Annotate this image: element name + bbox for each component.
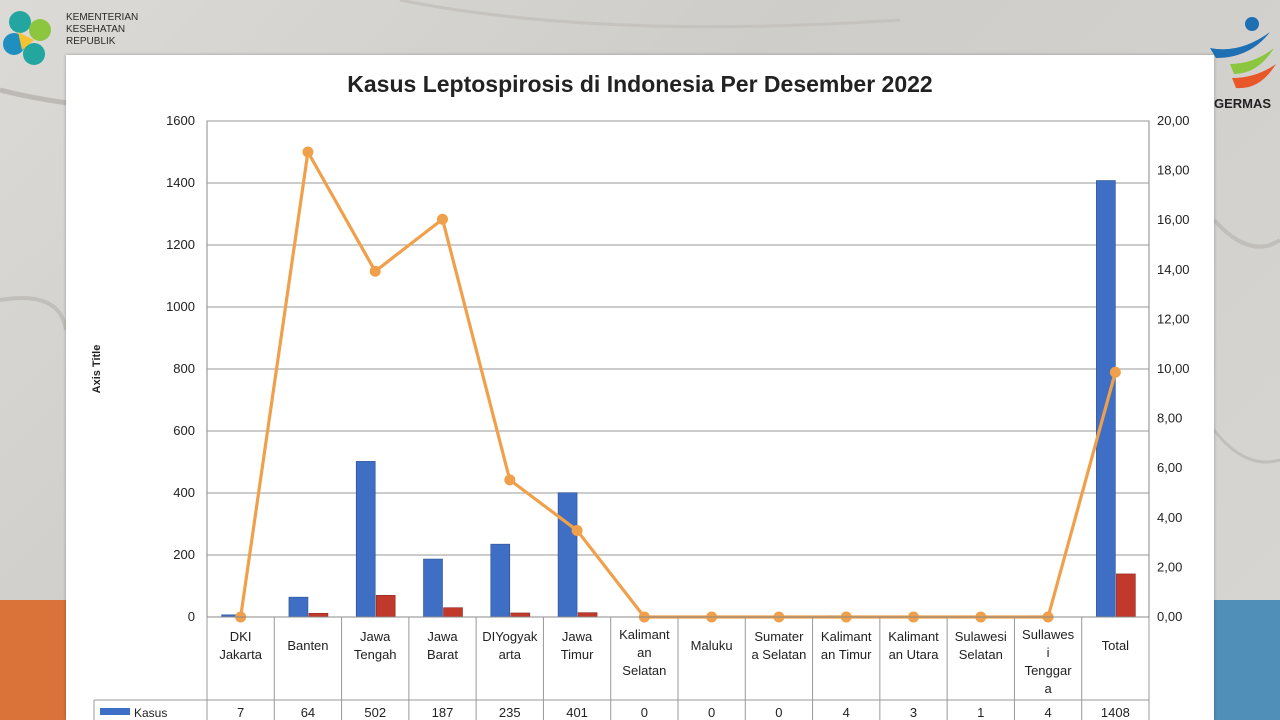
y-tick-label: 1000 — [166, 299, 195, 314]
category-label: Tenggar — [1025, 663, 1073, 678]
y2-tick-label: 6,00 — [1157, 460, 1182, 475]
y-tick-label: 0 — [188, 609, 195, 624]
second-bar — [443, 607, 463, 618]
category-label: Jawa — [427, 629, 458, 644]
rate-point — [1109, 366, 1121, 378]
table-value: 4 — [843, 705, 850, 720]
table-value: 64 — [301, 705, 315, 720]
y2-tick-label: 12,00 — [1157, 311, 1190, 326]
table-value: 4 — [1044, 705, 1051, 720]
rate-point — [302, 146, 314, 158]
category-label: an Utara — [889, 647, 940, 662]
category-label: Timur — [561, 647, 594, 662]
table-row-label: Kasus — [134, 706, 167, 720]
category-label: Selatan — [959, 647, 1003, 662]
category-label: Barat — [427, 647, 458, 662]
second-bar — [375, 594, 396, 618]
y-tick-label: 800 — [173, 361, 195, 376]
rate-point — [571, 524, 583, 536]
category-label: Kalimant — [888, 629, 939, 644]
category-label: Kalimant — [619, 627, 670, 642]
category-label: arta — [499, 647, 522, 662]
category-label: an Timur — [821, 647, 872, 662]
y-tick-label: 400 — [173, 485, 195, 500]
y-tick-label: 200 — [173, 547, 195, 562]
category-label: Kalimant — [821, 629, 872, 644]
second-bar — [510, 612, 531, 618]
y2-tick-label: 0,00 — [1157, 609, 1182, 624]
category-label: DKI — [230, 629, 252, 644]
second-bar — [577, 612, 598, 618]
kasus-bar — [355, 461, 376, 618]
y-tick-label: 600 — [173, 423, 195, 438]
category-label: Jakarta — [219, 647, 262, 662]
y-tick-label: 1200 — [166, 237, 195, 252]
rate-point — [504, 474, 516, 486]
category-label: a Selatan — [751, 647, 806, 662]
chart-slide: Kasus Leptospirosis di Indonesia Per Des… — [66, 55, 1214, 720]
germas-logo-icon — [1210, 17, 1276, 89]
category-label: Tengah — [354, 647, 397, 662]
germas-label: GERMAS — [1214, 96, 1272, 111]
y2-tick-label: 16,00 — [1157, 212, 1190, 227]
category-label: Jawa — [360, 629, 391, 644]
category-label: Banten — [287, 638, 328, 653]
category-label: Maluku — [691, 638, 733, 653]
table-value: 235 — [499, 705, 521, 720]
table-value: 502 — [364, 705, 386, 720]
kasus-bar — [1096, 180, 1116, 618]
chart-title: Kasus Leptospirosis di Indonesia Per Des… — [347, 71, 933, 97]
ministry-line: REPUBLIK — [66, 36, 116, 47]
category-label: a — [1044, 681, 1052, 696]
category-label: Selatan — [622, 663, 666, 678]
y-axis-title: Axis Title — [91, 345, 103, 394]
category-label: Sulawesi — [955, 629, 1007, 644]
category-label: Total — [1102, 638, 1130, 653]
kasus-bar — [288, 596, 309, 618]
table-value: 187 — [432, 705, 454, 720]
kasus-bar — [423, 558, 443, 618]
y2-tick-label: 20,00 — [1157, 113, 1190, 128]
category-label: DIYogyak — [482, 629, 538, 644]
y2-tick-label: 2,00 — [1157, 559, 1182, 574]
y2-tick-label: 10,00 — [1157, 361, 1190, 376]
decorative-orange-stripe — [0, 600, 66, 720]
second-bar — [1116, 573, 1136, 618]
y-tick-label: 1600 — [166, 113, 195, 128]
kasus-bar — [490, 543, 511, 618]
rate-point — [369, 265, 381, 277]
table-value: 0 — [708, 705, 715, 720]
ministry-logo-icon — [3, 11, 51, 65]
table-value: 401 — [566, 705, 588, 720]
table-value: 0 — [775, 705, 782, 720]
y2-tick-label: 18,00 — [1157, 163, 1190, 178]
ministry-name: KEMENTERIAN KESEHATAN REPUBLIK — [66, 12, 138, 48]
decorative-blue-stripe — [1214, 600, 1280, 720]
table-value: 7 — [237, 705, 244, 720]
leptospirosis-combo-chart: 020040060080010001200140016000,002,004,0… — [91, 113, 1190, 720]
ministry-line: KESEHATAN — [66, 24, 126, 35]
y2-tick-label: 8,00 — [1157, 411, 1182, 426]
category-label: Jawa — [562, 629, 593, 644]
category-label: an — [637, 645, 651, 660]
legend-kasus-swatch — [100, 708, 130, 715]
y2-tick-label: 14,00 — [1157, 262, 1190, 277]
table-value: 0 — [641, 705, 648, 720]
y2-tick-label: 4,00 — [1157, 510, 1182, 525]
table-value: 1 — [977, 705, 984, 720]
y-tick-label: 1400 — [166, 175, 195, 190]
category-label: Sullawes — [1022, 627, 1075, 642]
kasus-bar — [557, 492, 578, 618]
table-value: 3 — [910, 705, 917, 720]
table-value: 1408 — [1101, 705, 1130, 720]
category-label: i — [1047, 645, 1050, 660]
rate-point — [437, 213, 448, 225]
category-label: Sumater — [754, 629, 804, 644]
ministry-line: KEMENTERIAN — [66, 12, 139, 23]
second-bar — [308, 612, 329, 618]
